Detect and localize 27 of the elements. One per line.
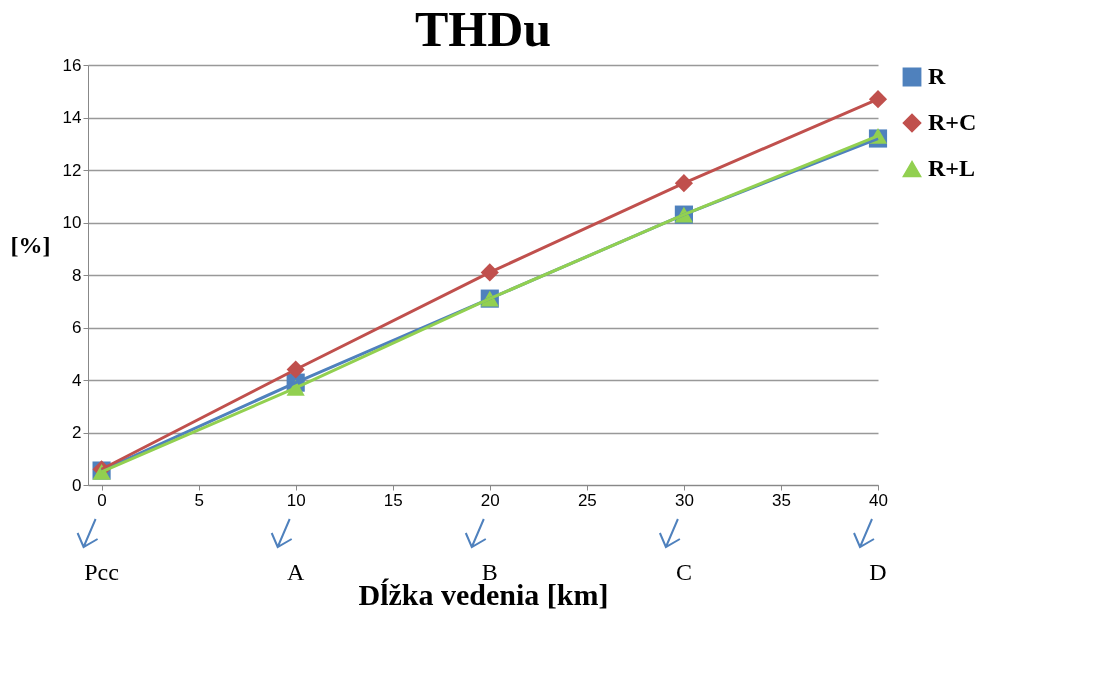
- y-tick-label: 14: [62, 108, 82, 127]
- x-tick-label: 0: [97, 490, 107, 510]
- y-tick-label: 12: [62, 160, 82, 180]
- text: D: [869, 559, 887, 585]
- x-tick-label: 5: [194, 490, 204, 510]
- y-tick-label: 8: [72, 265, 82, 285]
- legend-label: R: [928, 63, 946, 89]
- x-tick-label: 15: [383, 490, 403, 510]
- x-tick-label: 20: [480, 490, 500, 510]
- text: C: [675, 559, 692, 585]
- y-tick-label: 6: [72, 318, 82, 337]
- x-tick-label: 35: [771, 490, 791, 510]
- x-tick-label: 25: [577, 490, 597, 510]
- y-axis-title: [%]: [10, 231, 51, 258]
- chart-title: THDu: [414, 1, 552, 57]
- x-tick-label: 30: [674, 490, 694, 510]
- text: A: [287, 559, 306, 585]
- y-tick-label: 16: [62, 55, 82, 75]
- legend-label: R+C: [928, 109, 977, 135]
- x-tick-label: 40: [869, 490, 888, 510]
- y-tick-label: 10: [62, 213, 82, 232]
- legend-label: R+L: [928, 155, 976, 181]
- y-tick-label: 0: [72, 475, 82, 495]
- x-tick-label: 10: [286, 490, 306, 510]
- y-tick-label: 2: [72, 423, 82, 442]
- y-tick-label: 4: [72, 370, 82, 390]
- text: Pcc: [84, 559, 119, 585]
